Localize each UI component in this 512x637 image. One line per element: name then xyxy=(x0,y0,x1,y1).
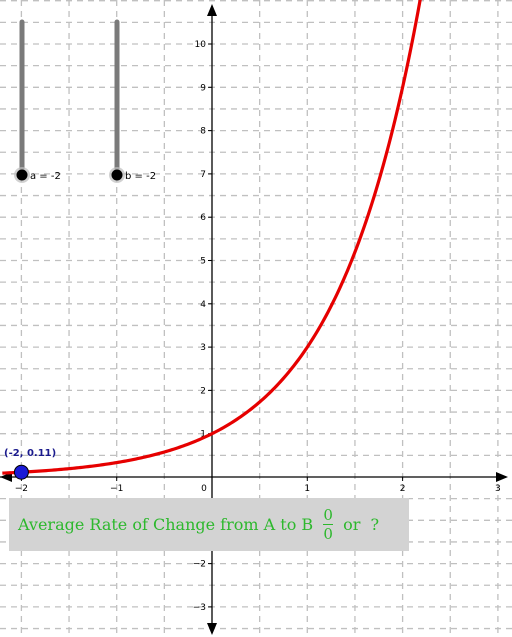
x-axis-arrow-left xyxy=(0,472,12,482)
sliders[interactable]: a = -2 b = -2 xyxy=(14,19,156,183)
point-a-marker[interactable] xyxy=(13,464,29,480)
rate-numerator: 0 xyxy=(323,506,333,524)
y-tick-label: 9 xyxy=(200,83,206,93)
y-tick-label: −2 xyxy=(193,560,206,570)
x-tick-label: 1 xyxy=(304,484,310,494)
fraction-bar xyxy=(323,524,334,525)
or-text: or xyxy=(343,515,361,534)
y-tick-label: 6 xyxy=(200,213,206,223)
y-tick-label: 3 xyxy=(200,343,206,353)
y-tick-label: 2 xyxy=(200,386,206,396)
y-tick-label: 4 xyxy=(200,300,206,310)
x-tick-label: 2 xyxy=(400,484,406,494)
slider-label: b = -2 xyxy=(125,171,156,182)
rate-of-change-box: Average Rate of Change from A to B 0 0 o… xyxy=(9,498,409,551)
slider-label: a = -2 xyxy=(30,171,61,182)
slider-b[interactable]: b = -2 xyxy=(109,19,156,183)
x-tick-label: 3 xyxy=(495,484,501,494)
y-tick-label: 5 xyxy=(200,257,206,267)
point-a[interactable]: (-2, 0.11) xyxy=(4,448,56,480)
x-tick-label: 0 xyxy=(201,484,207,494)
y-tick-label: 7 xyxy=(200,170,206,180)
y-axis-arrow-down xyxy=(207,623,217,635)
y-tick-label: 1 xyxy=(200,430,206,440)
x-tick-label: −1 xyxy=(110,484,123,494)
slider-handle[interactable] xyxy=(16,169,28,181)
rate-denominator: 0 xyxy=(323,525,333,543)
slider-handle[interactable] xyxy=(111,169,123,181)
y-tick-label: −3 xyxy=(193,603,206,613)
function-curve xyxy=(2,0,422,475)
rate-fraction: 0 0 xyxy=(323,506,334,543)
y-tick-label: 10 xyxy=(195,40,207,50)
question-mark: ? xyxy=(370,515,380,534)
rate-text: Average Rate of Change from A to B xyxy=(18,515,314,534)
exponential-curve xyxy=(2,0,422,475)
point-a-label: (-2, 0.11) xyxy=(4,448,56,459)
y-tick-label: 8 xyxy=(200,127,206,137)
x-axis-arrow xyxy=(496,472,508,482)
y-axis-arrow xyxy=(207,4,217,16)
slider-a[interactable]: a = -2 xyxy=(14,19,61,183)
x-tick-label: −2 xyxy=(15,484,28,494)
